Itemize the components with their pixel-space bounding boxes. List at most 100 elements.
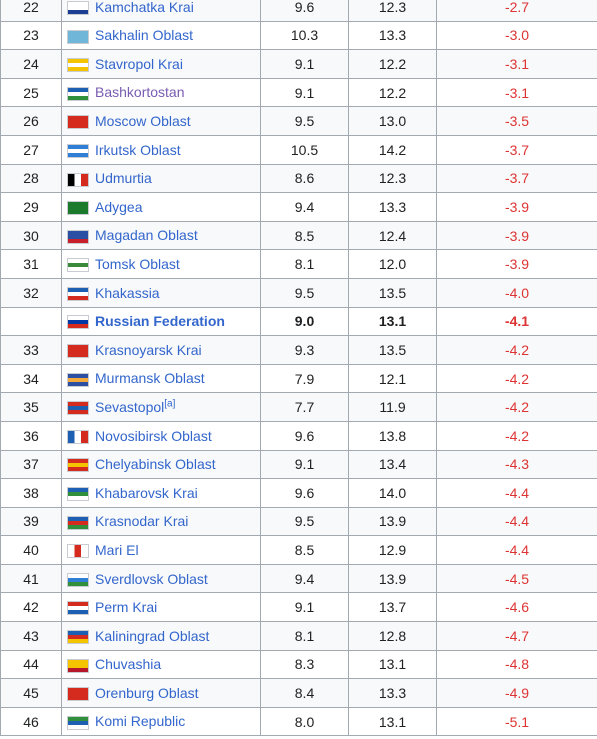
region-link[interactable]: Krasnoyarsk Krai — [95, 341, 202, 358]
region-link[interactable]: Chelyabinsk Oblast — [95, 456, 216, 473]
sevastopol-flag-icon[interactable] — [67, 401, 89, 416]
region-link[interactable]: Khabarovsk Krai — [95, 484, 198, 501]
table-row: 33 Krasnoyarsk Krai 9.3 13.5 -4.2 — [0, 335, 597, 365]
perm-flag-icon[interactable] — [67, 601, 89, 616]
region-link[interactable]: Bashkortostan — [95, 84, 185, 101]
value-1-cell: 8.1 — [260, 249, 349, 279]
udmurtia-flag-icon[interactable] — [67, 172, 89, 187]
rank-cell: 41 — [0, 563, 62, 594]
table-row: 30 Magadan Oblast 8.5 12.4 -3.9 — [0, 220, 597, 251]
russia-flag-icon[interactable] — [67, 315, 89, 330]
rank-cell: 26 — [0, 106, 62, 136]
difference-cell: -3.1 — [436, 49, 597, 79]
region-link[interactable]: Komi Republic — [95, 713, 186, 730]
stavropol-flag-icon[interactable] — [67, 58, 89, 73]
region-link[interactable]: Orenburg Oblast — [95, 684, 199, 701]
kaliningrad-flag-icon[interactable] — [67, 630, 89, 644]
difference-cell: -4.4 — [436, 478, 597, 508]
region-link[interactable]: Kamchatka Krai — [95, 0, 194, 15]
sverdlovsk-flag-icon[interactable] — [67, 572, 89, 587]
value-1-cell: 9.3 — [260, 335, 349, 365]
region-cell: Magadan Oblast — [61, 220, 261, 251]
novosibirsk-flag-icon[interactable] — [67, 429, 89, 444]
orenburg-flag-icon[interactable] — [67, 687, 89, 702]
table-row: 24 Stavropol Krai 9.1 12.2 -3.1 — [0, 49, 597, 79]
rank-cell — [0, 306, 62, 337]
murmansk-flag-icon[interactable] — [67, 372, 89, 387]
irkutsk-flag-icon[interactable] — [67, 143, 89, 158]
region-link[interactable]: Sakhalin Oblast — [95, 27, 194, 44]
sakhalin-flag-icon[interactable] — [67, 29, 89, 44]
value-1-cell: 9.6 — [260, 0, 349, 22]
region-link[interactable]: Khakassia — [95, 284, 160, 301]
difference-cell: -4.4 — [436, 506, 597, 537]
region-cell: Orenburg Oblast — [61, 678, 261, 708]
moscow-oblast-flag-icon[interactable] — [67, 115, 89, 130]
magadan-flag-icon[interactable] — [67, 229, 89, 244]
region-link[interactable]: Tomsk Oblast — [95, 255, 180, 272]
value-2-cell: 13.1 — [348, 706, 437, 737]
adygea-flag-icon[interactable] — [67, 201, 89, 216]
table-row: 34 Murmansk Oblast 7.9 12.1 -4.2 — [0, 363, 597, 394]
krasnodar-flag-icon[interactable] — [67, 515, 89, 530]
difference-cell: -3.9 — [436, 220, 597, 251]
region-cell: Stavropol Krai — [61, 49, 261, 79]
tomsk-flag-icon[interactable] — [67, 258, 89, 273]
region-link[interactable]: Novosibirsk Oblast — [95, 427, 212, 444]
table-row: 40 Mari El 8.5 12.9 -4.4 — [0, 535, 597, 565]
region-link[interactable]: Mari El — [95, 541, 139, 558]
table-row: 41 Sverdlovsk Oblast 9.4 13.9 -4.5 — [0, 563, 597, 594]
region-link[interactable]: Sevastopol — [95, 398, 165, 415]
difference-cell: -5.1 — [436, 706, 597, 737]
region-link[interactable]: Russian Federation — [95, 313, 225, 330]
region-cell: Sverdlovsk Oblast — [61, 563, 261, 594]
region-cell: Perm Krai — [61, 592, 261, 623]
region-cell: Irkutsk Oblast — [61, 134, 261, 165]
value-1-cell: 7.9 — [260, 363, 349, 394]
difference-cell: -4.8 — [436, 649, 597, 680]
value-2-cell: 14.0 — [348, 478, 437, 508]
table-row: 25 Bashkortostan 9.1 12.2 -3.1 — [0, 77, 597, 108]
region-link[interactable]: Chuvashia — [95, 656, 162, 673]
krasnoyarsk-flag-icon[interactable] — [67, 344, 89, 359]
bashkortostan-flag-icon[interactable] — [67, 86, 89, 101]
chuvashia-flag-icon[interactable] — [67, 658, 89, 673]
region-link[interactable]: Sverdlovsk Oblast — [95, 570, 208, 587]
value-2-cell: 13.1 — [348, 649, 437, 680]
value-2-cell: 13.9 — [348, 506, 437, 537]
chelyabinsk-flag-icon[interactable] — [67, 458, 89, 473]
region-link[interactable]: Moscow Oblast — [95, 113, 191, 130]
value-2-cell: 12.2 — [348, 77, 437, 108]
footnote-link[interactable]: [a] — [164, 398, 176, 410]
khakassia-flag-icon[interactable] — [67, 286, 89, 301]
region-link[interactable]: Krasnodar Krai — [95, 513, 189, 530]
komi-flag-icon[interactable] — [67, 715, 89, 730]
value-1-cell: 9.4 — [260, 563, 349, 594]
value-2-cell: 12.9 — [348, 535, 437, 565]
region-link[interactable]: Adygea — [95, 198, 143, 215]
region-link[interactable]: Magadan Oblast — [95, 227, 198, 244]
table-row: 22 Kamchatka Krai 9.6 12.3 -2.7 — [0, 0, 597, 22]
difference-cell: -3.7 — [436, 163, 597, 194]
difference-cell: -4.9 — [436, 678, 597, 708]
region-link[interactable]: Irkutsk Oblast — [95, 141, 181, 158]
region-link[interactable]: Stavropol Krai — [95, 55, 183, 72]
value-1-cell: 9.1 — [260, 449, 349, 480]
region-cell: Sevastopol[a] — [61, 392, 261, 422]
kamchatka-flag-icon[interactable] — [67, 0, 89, 15]
region-link[interactable]: Udmurtia — [95, 170, 152, 187]
difference-cell: -4.3 — [436, 449, 597, 480]
region-link[interactable]: Kaliningrad Oblast — [95, 627, 210, 644]
region-cell: Murmansk Oblast — [61, 363, 261, 394]
value-1-cell: 9.5 — [260, 277, 349, 308]
value-2-cell: 12.4 — [348, 220, 437, 251]
difference-cell: -4.6 — [436, 592, 597, 623]
value-1-cell: 9.6 — [260, 478, 349, 508]
region-link[interactable]: Murmansk Oblast — [95, 370, 205, 387]
mari-el-flag-icon[interactable] — [67, 544, 89, 559]
region-link[interactable]: Perm Krai — [95, 599, 158, 616]
rank-cell: 30 — [0, 220, 62, 251]
value-1-cell: 9.0 — [260, 306, 349, 337]
khabarovsk-flag-icon[interactable] — [67, 487, 89, 502]
